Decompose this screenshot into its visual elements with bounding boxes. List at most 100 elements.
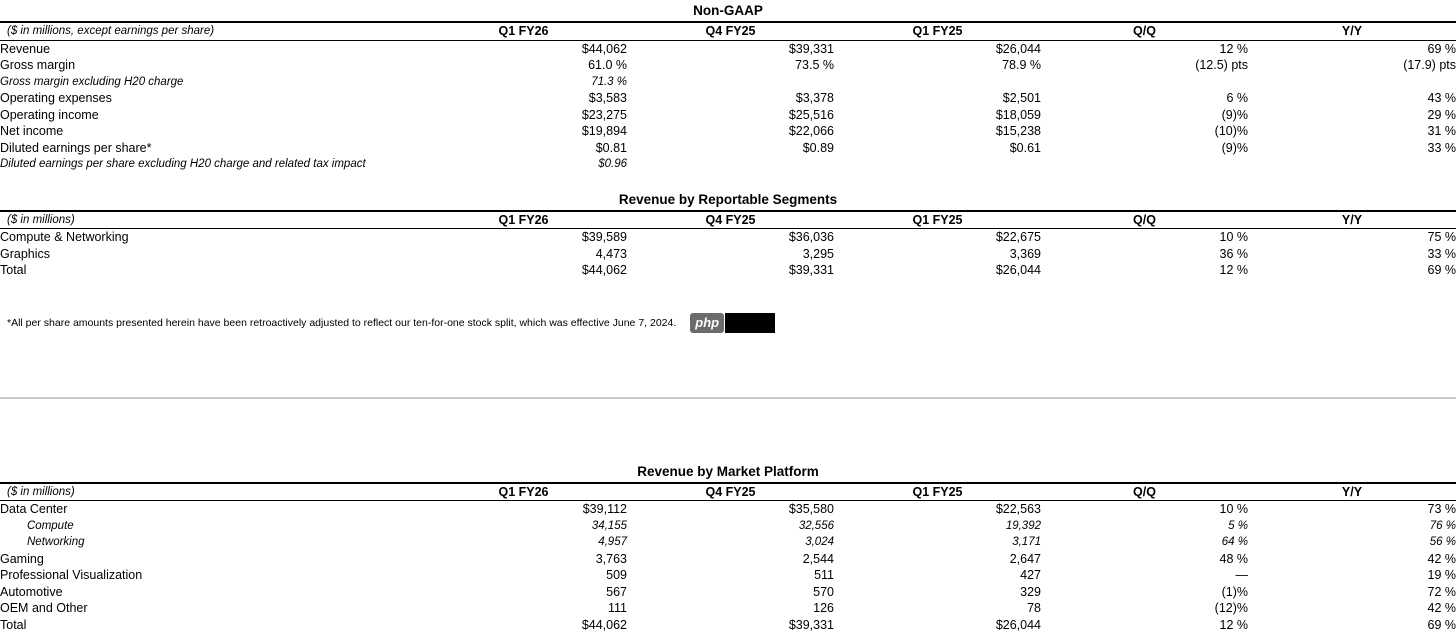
cell-value: 33 % <box>1427 140 1456 155</box>
cell-value: 3,171 <box>1012 536 1041 548</box>
cell-value: 5 % <box>1228 519 1248 532</box>
table-row: Total $44,062 $39,331 $26,044 12 % 69 % <box>0 262 1456 279</box>
row-label: Gross margin excluding H20 charge <box>0 75 184 88</box>
unit-label: ($ in millions, except earnings per shar… <box>0 21 420 41</box>
table-row: Data Center $39,112 $35,580 $22,563 10 % 73 % <box>0 501 1456 518</box>
row-label: Total <box>0 617 27 632</box>
column-header: Q/Q <box>1041 209 1248 229</box>
row-label: Diluted earnings per share* <box>0 140 152 155</box>
cell-value <box>834 156 1041 173</box>
column-header: Q1 FY26 <box>420 21 627 41</box>
section-reportable-segments: Revenue by Reportable Segments ($ in mil… <box>0 192 1456 279</box>
cell-value: $0.61 <box>1009 140 1041 155</box>
cell-value: 42 % <box>1427 601 1456 615</box>
cell-value <box>627 74 834 91</box>
cell-value: 78 <box>1027 601 1041 615</box>
cell-value: $0.89 <box>802 140 834 155</box>
table-row: Compute 34,155 32,556 19,392 5 % 76 % <box>0 518 1456 535</box>
cell-value: 61.0 % <box>588 58 627 72</box>
cell-value: 64 % <box>1221 536 1248 548</box>
column-header: Y/Y <box>1248 21 1456 41</box>
cell-value: 29 % <box>1427 107 1456 122</box>
cell-value: $39,331 <box>788 41 834 56</box>
cell-value: 69 % <box>1427 617 1456 632</box>
cell-value: 33 % <box>1427 246 1456 261</box>
cell-value: 2,544 <box>802 551 834 566</box>
cell-value: (12)% <box>1214 601 1248 615</box>
table-row: Revenue $44,062 $39,331 $26,044 12 % 69 % <box>0 40 1456 57</box>
column-header: Q1 FY25 <box>834 209 1041 229</box>
redaction-box <box>725 313 776 333</box>
cell-value: $2,501 <box>1002 91 1041 105</box>
cell-value: 12 % <box>1219 41 1249 56</box>
cell-value: 12 % <box>1219 263 1249 277</box>
row-label: Networking <box>27 536 85 548</box>
row-label: Graphics <box>0 246 51 261</box>
cell-value <box>627 156 834 173</box>
cell-value: 4,957 <box>598 536 627 548</box>
cell-value: 570 <box>813 584 834 599</box>
cell-value <box>834 74 1041 91</box>
cell-value: 19 % <box>1427 568 1456 582</box>
cell-value: 34,155 <box>591 519 627 532</box>
cell-value: 10 % <box>1219 230 1249 244</box>
cell-value: 32,556 <box>798 519 834 532</box>
cell-value: $19,894 <box>581 124 627 138</box>
cell-value: $44,062 <box>581 617 627 632</box>
cell-value <box>1041 156 1248 173</box>
cell-value: $26,044 <box>995 41 1041 56</box>
cell-value: $0.96 <box>598 158 627 170</box>
cell-value: $39,331 <box>788 617 834 632</box>
table-row: Gross margin 61.0 % 73.5 % 78.9 % (12.5) pts… <box>0 57 1456 74</box>
cell-value: 12 % <box>1219 617 1249 632</box>
cell-value: $22,675 <box>995 230 1041 244</box>
table-row: Graphics 4,473 3,295 3,369 36 % 33 % <box>0 246 1456 263</box>
cell-value: $15,238 <box>995 124 1041 138</box>
cell-value: 78.9 % <box>1002 58 1041 72</box>
cell-value: 73 % <box>1427 502 1456 516</box>
row-label: OEM and Other <box>0 601 88 615</box>
table-row: Gross margin excluding H20 charge 71.3 % <box>0 74 1456 91</box>
php-badge: php <box>690 313 725 333</box>
cell-value: $23,275 <box>581 107 627 122</box>
section-title-market-platform: Revenue by Market Platform <box>637 463 819 479</box>
cell-value: $18,059 <box>995 107 1041 122</box>
row-label: Revenue <box>0 41 51 56</box>
table-row: Diluted earnings per share* $0.81 $0.89 $0.… <box>0 140 1456 157</box>
cell-value: 3,295 <box>802 246 834 261</box>
table-row: Operating income $23,275 $25,516 $18,059 (9)… <box>0 107 1456 124</box>
cell-value: 329 <box>1020 584 1041 599</box>
cell-value: 69 % <box>1427 41 1456 56</box>
cell-value: $3,378 <box>795 91 834 105</box>
cell-value: 72 % <box>1427 584 1456 599</box>
table-row: Compute & Networking $39,589 $36,036 $22,67… <box>0 229 1456 246</box>
cell-value: — <box>1235 568 1249 582</box>
row-label: Automotive <box>0 584 63 599</box>
cell-value: 43 % <box>1427 91 1456 105</box>
cell-value: $36,036 <box>788 230 834 244</box>
cell-value: 36 % <box>1219 246 1249 261</box>
table-row: Operating expenses $3,583 $3,378 $2,501 6 % 4… <box>0 90 1456 107</box>
cell-value: 3,024 <box>805 536 834 548</box>
section-title-non-gaap: Non-GAAP <box>693 3 763 18</box>
section-market-platform: Revenue by Market Platform ($ in million… <box>0 464 1456 634</box>
cell-value: $26,044 <box>995 617 1041 632</box>
footnote-row: *All per share amounts presented herein … <box>0 313 1456 334</box>
row-label: Operating income <box>0 107 99 122</box>
cell-value: $35,580 <box>788 502 834 516</box>
cell-value: 427 <box>1020 568 1041 582</box>
cell-value: (9)% <box>1221 107 1248 122</box>
cell-value: 56 % <box>1429 536 1456 548</box>
cell-value: (1)% <box>1221 584 1248 599</box>
stock-split-footnote: *All per share amounts presented herein … <box>7 316 677 329</box>
table-row: Automotive 567 570 329 (1)% 72 % <box>0 584 1456 601</box>
cell-value: $3,583 <box>588 91 627 105</box>
section-divider <box>0 396 1456 399</box>
non-gaap-table: ($ in millions, except earnings per shar… <box>0 21 1456 173</box>
unit-label: ($ in millions) <box>0 481 420 501</box>
cell-value: 6 % <box>1226 91 1248 105</box>
row-label: Data Center <box>0 502 68 516</box>
row-label: Diluted earnings per share excluding H20… <box>0 158 366 170</box>
column-header: Q1 FY26 <box>420 481 627 501</box>
table-row: Gaming 3,763 2,544 2,647 48 % 42 % <box>0 551 1456 568</box>
